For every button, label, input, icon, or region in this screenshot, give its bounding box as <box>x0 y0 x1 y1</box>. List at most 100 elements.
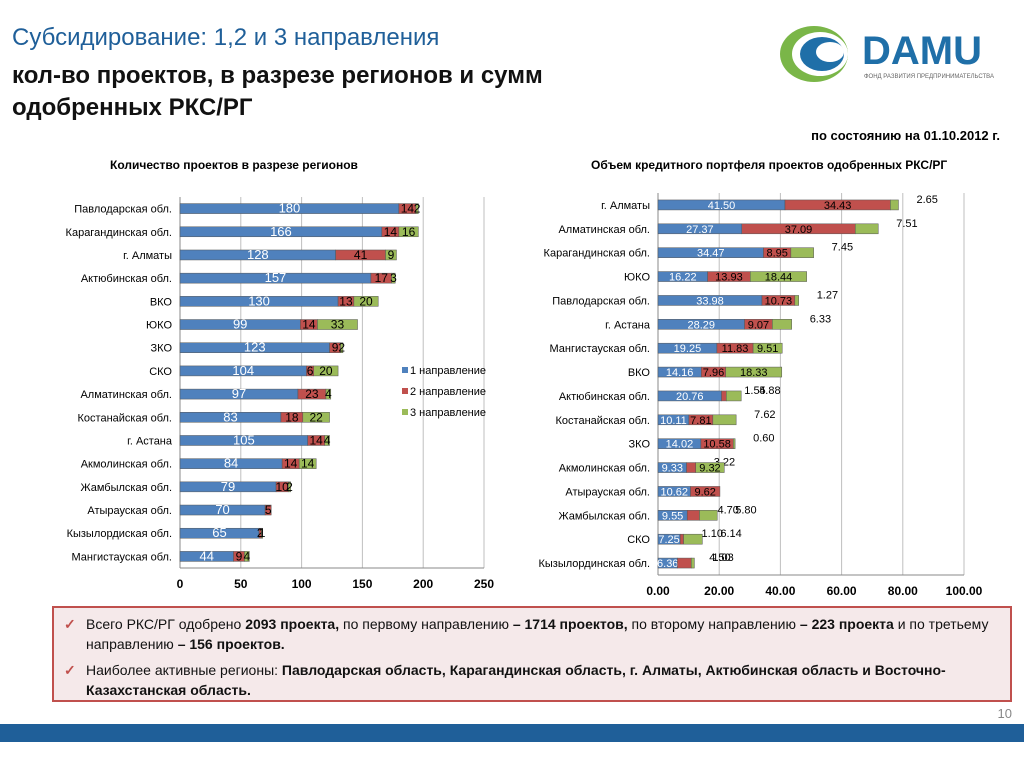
category-label: ЮКО <box>624 272 650 284</box>
category-label: Атырауская обл. <box>87 505 172 517</box>
category-label: Алматинская обл. <box>558 224 650 236</box>
bar-segment <box>854 223 879 235</box>
bar-segment <box>690 557 695 569</box>
bar-segment <box>302 412 330 423</box>
text: по второму направлению <box>627 616 800 632</box>
as-of-date: по состоянию на 01.10.2012 г. <box>811 128 1000 143</box>
x-tick-label: 0.00 <box>646 584 670 598</box>
category-label: Алматинская обл. <box>80 389 172 401</box>
logo-subtitle: ФОНД РАЗВИТИЯ ПРЕДПРИНИМАТЕЛЬСТВА <box>864 74 994 80</box>
data-label: 9 <box>388 248 395 262</box>
text: и по третьему направлению <box>86 616 989 652</box>
category-label: Карагандинская обл. <box>66 227 172 239</box>
text: Наиболее активные регионы: <box>86 662 282 678</box>
data-label: 4.50 <box>709 552 730 564</box>
data-label: 9 <box>236 549 243 563</box>
bar-segment <box>325 388 332 400</box>
text: по первому направлению <box>339 616 513 632</box>
data-label: 9 <box>332 341 339 355</box>
data-label: 19.25 <box>674 343 702 355</box>
bar-segment <box>890 199 899 211</box>
bar-segment <box>317 319 358 330</box>
bar-segment <box>415 203 419 214</box>
bar-segment <box>725 366 783 378</box>
category-label: СКО <box>149 366 172 378</box>
category-label: г. Алматы <box>123 250 172 262</box>
active-regions: Павлодарская область, Карагандинская обл… <box>86 662 946 698</box>
bar-segment <box>699 510 718 521</box>
data-label: 4.70 <box>717 504 738 516</box>
data-label: 104 <box>232 363 254 378</box>
bar-segment <box>750 271 807 282</box>
data-label: 97 <box>232 386 246 401</box>
data-label: 5.80 <box>735 504 756 516</box>
dir2-count: – 223 проекта <box>799 616 894 632</box>
data-label: 7.45 <box>832 242 853 254</box>
data-label: 123 <box>244 340 266 355</box>
category-label: Кызылординская обл. <box>538 558 650 570</box>
category-label: ЗКО <box>151 343 173 355</box>
data-label: 4.88 <box>759 385 780 397</box>
data-label: 83 <box>223 409 237 424</box>
data-label: 1 <box>259 526 266 540</box>
data-label: 18 <box>285 410 299 424</box>
bar-segment <box>794 295 799 306</box>
category-label: Мангистауская обл. <box>549 343 650 355</box>
bar-segment <box>726 390 742 402</box>
data-label: 14.02 <box>666 439 694 451</box>
bar-segment <box>677 557 692 569</box>
category-label: Актюбинская обл. <box>559 391 650 403</box>
category-label: Акмолинская обл. <box>559 463 650 475</box>
data-label: 14 <box>284 457 298 471</box>
data-label: 128 <box>247 247 269 262</box>
category-label: Жамбылская обл. <box>558 510 650 522</box>
category-label: Костанайская обл. <box>556 415 650 427</box>
data-label: 17 <box>375 271 389 285</box>
x-tick-label: 40.00 <box>765 584 795 598</box>
bar-segment <box>690 486 721 497</box>
data-label: 14 <box>401 202 415 216</box>
data-label: 10 <box>275 480 289 494</box>
check-icon: ✓ <box>64 662 76 678</box>
bar-segment <box>398 226 419 238</box>
data-label: 9.32 <box>699 463 720 475</box>
data-label: 3 <box>390 271 397 285</box>
category-label: Костанайская обл. <box>78 412 172 424</box>
data-label: 105 <box>233 432 255 447</box>
data-label: 6.14 <box>720 528 741 540</box>
category-label: г. Алматы <box>601 200 650 212</box>
total-projects: 2093 проекта, <box>245 616 340 632</box>
category-label: ВКО <box>628 367 651 379</box>
data-label: 4 <box>244 549 251 563</box>
data-label: 14 <box>301 457 315 471</box>
data-label: 2 <box>414 202 421 216</box>
legend-label: 1 направление <box>410 365 486 377</box>
category-label: ЮКО <box>146 320 172 332</box>
data-label: 20.76 <box>676 391 704 403</box>
data-label: 20 <box>359 294 373 308</box>
bar-segment <box>298 458 317 469</box>
data-label: 79 <box>221 479 235 494</box>
x-tick-label: 100.00 <box>946 584 983 598</box>
data-label: 6.33 <box>810 313 831 325</box>
page-number: 10 <box>997 706 1012 721</box>
data-label: 41 <box>354 248 368 262</box>
data-label: 14.16 <box>666 367 694 379</box>
bar-segment <box>679 533 684 545</box>
data-label: 5 <box>265 503 272 517</box>
bar-segment <box>313 365 339 377</box>
data-label: 99 <box>233 317 247 332</box>
category-label: Актюбинская обл. <box>81 273 172 285</box>
credit-portfolio-chart: 0.00 20.00 40.00 60.00 80.00 100.00 г. Алматы 4… <box>538 193 983 598</box>
bar-segment <box>733 438 736 449</box>
data-label: 28.29 <box>688 319 716 331</box>
category-label: Павлодарская обл. <box>552 295 650 307</box>
category-label: Кызылордиская обл. <box>67 528 172 540</box>
data-label: 70 <box>215 502 229 517</box>
dir1-count: – 1714 проектов, <box>512 616 628 632</box>
category-label: Акмолинская обл. <box>81 459 172 471</box>
data-label: 7.51 <box>896 218 917 230</box>
data-label: 9.33 <box>662 463 683 475</box>
category-label: Атырауская обл. <box>565 486 650 498</box>
